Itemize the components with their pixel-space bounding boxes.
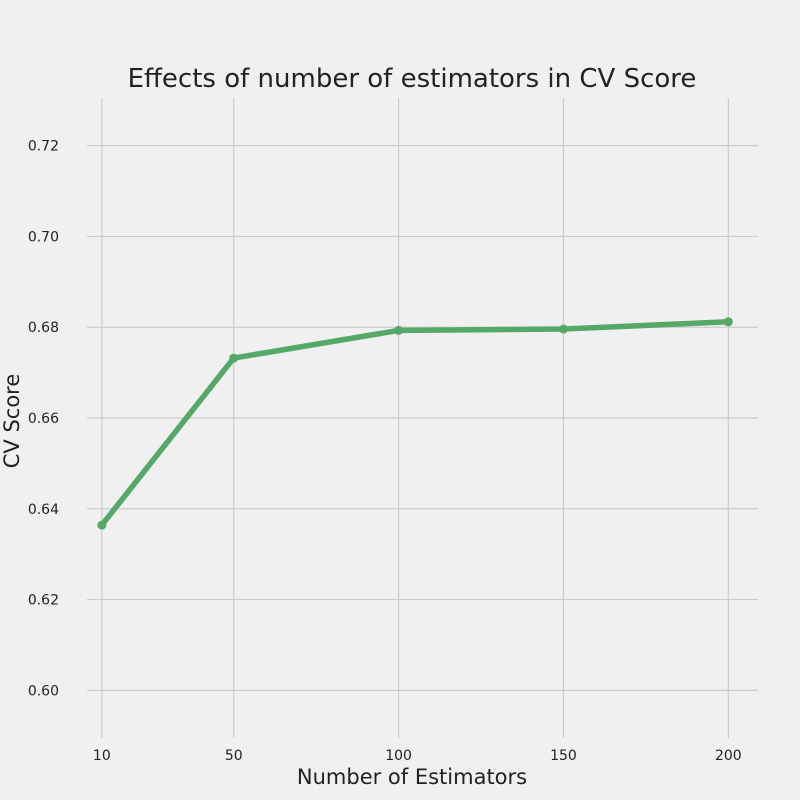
data-point [229,353,239,363]
y-tick-label: 0.62 [28,593,59,609]
x-axis-label: Number of Estimators [297,765,527,789]
y-tick-label: 0.70 [28,229,59,245]
y-tick-label: 0.64 [28,502,59,518]
chart-title: Effects of number of estimators in CV Sc… [128,64,697,94]
data-point [97,520,107,530]
y-tick-label: 0.68 [28,320,59,336]
x-tick-label: 10 [93,748,111,764]
data-point [723,317,733,327]
tick-labels: 0.60 0.62 0.64 0.66 0.68 0.70 0.72 10 50 100 150 20… [28,139,742,764]
y-tick-label: 0.60 [28,683,59,699]
series-line [99,319,732,528]
x-tick-label: 100 [385,748,412,764]
y-tick-label: 0.66 [28,411,59,427]
data-point [558,324,568,334]
x-tick-label: 200 [715,748,742,764]
x-tick-label: 50 [225,748,243,764]
data-point [394,325,404,335]
y-tick-label: 0.72 [28,139,59,155]
y-axis-label: CV Score [0,374,24,469]
series [97,317,733,530]
grid [87,98,758,738]
x-tick-label: 150 [550,748,577,764]
